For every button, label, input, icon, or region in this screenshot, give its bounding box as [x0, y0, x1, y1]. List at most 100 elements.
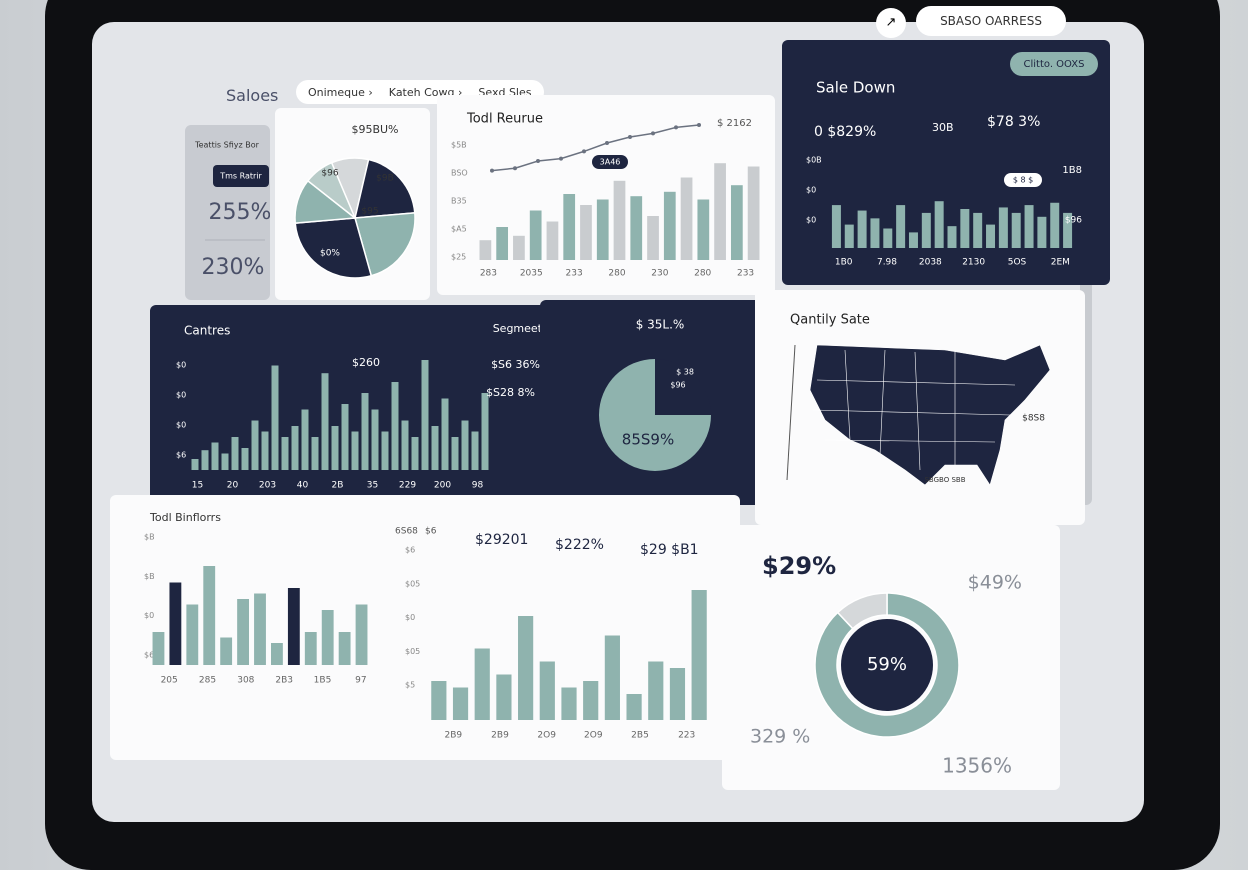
bar [441, 398, 449, 470]
bar [747, 166, 760, 260]
label: 2B3 [275, 676, 293, 686]
label: 2038 [919, 258, 942, 268]
kpi-button-label[interactable]: Tms Ratrir [219, 172, 262, 181]
line-point [490, 168, 494, 173]
bar [351, 431, 359, 470]
search-button[interactable]: SBASO OARRESS [916, 6, 1066, 36]
label: 2O9 [537, 731, 556, 741]
totals-stat: $222% [555, 537, 604, 553]
bar [1037, 216, 1047, 248]
label: $S28 8% [486, 386, 535, 399]
line-point [697, 123, 701, 127]
bar [461, 420, 469, 470]
segment-title: $ 35L.% [636, 318, 685, 332]
label: 2B5 [631, 731, 649, 741]
app-title: Saloes [226, 86, 279, 105]
totals-panel: Todl Binflorrs 6S68 $6 $29201 $222% $29 … [110, 495, 740, 760]
label: 2B9 [491, 731, 509, 741]
slice [354, 158, 416, 219]
bar [960, 209, 970, 248]
donut-stat: 1356% [942, 754, 1012, 778]
us-map[interactable] [809, 344, 1051, 486]
kpi-value: 230% [202, 255, 265, 280]
tab[interactable]: Onimeque › [308, 85, 373, 99]
label: 5OS [1008, 258, 1027, 268]
bar [411, 437, 419, 470]
sale-title: Sale Down [816, 79, 895, 97]
donut-stat: $49% [968, 572, 1022, 594]
label: 7.98 [877, 258, 897, 268]
sale-pill[interactable] [1010, 52, 1098, 76]
bar [1011, 212, 1021, 248]
bar [479, 240, 492, 260]
label: 20 [227, 481, 239, 491]
bar [191, 459, 199, 470]
slice [836, 592, 888, 630]
slice [354, 212, 416, 277]
bar [669, 668, 686, 720]
kpi-button[interactable] [213, 165, 269, 187]
donut-center [841, 619, 933, 711]
map-title: Qantily Sate [790, 313, 870, 328]
bar [691, 590, 707, 720]
line-label: $ 2162 [717, 118, 752, 129]
sale-pill-label[interactable]: Clitto. OOXS [1024, 59, 1085, 70]
centres-panel: Cantres Segmeet $0 $0 $0 $6 15 20 203 40 2B 35 229… [150, 305, 555, 503]
bar [474, 648, 490, 720]
donut-panel: $29% $49% 329 % 1356% 59% [722, 525, 1060, 790]
bar [431, 426, 439, 470]
line-point [674, 125, 678, 130]
label: 3A46 [600, 158, 621, 167]
bar [934, 201, 944, 248]
label: $0 [176, 361, 186, 370]
label: $05 [405, 579, 420, 588]
bar [1050, 202, 1060, 248]
slice [655, 359, 711, 415]
revenue-title: Todl Reurue [466, 112, 543, 127]
label: 1B8 [1062, 165, 1082, 176]
expand-button[interactable]: ↗ [876, 8, 906, 38]
label: 15 [192, 481, 203, 491]
bar [626, 694, 642, 720]
totals-title: Todl Binflorrs [149, 511, 221, 524]
label: B35 [451, 197, 467, 206]
bar [338, 632, 351, 665]
bar [583, 681, 599, 720]
line-point [628, 135, 632, 139]
line-point [582, 149, 586, 154]
pie-title: $95BU% [351, 123, 398, 136]
label: 230 [651, 269, 668, 279]
map-label: SBGBO SBB [924, 476, 965, 484]
label: $0 [176, 391, 186, 400]
bar [271, 365, 279, 470]
pie-panel: $95BU% $96 $9B $95 $0% [275, 108, 430, 300]
label: 40 [297, 481, 309, 491]
label: 223 [678, 731, 695, 741]
label: 98 [472, 481, 484, 491]
bar [870, 218, 880, 248]
bar [496, 674, 512, 720]
bar [647, 216, 659, 260]
label: 2O9 [584, 731, 603, 741]
bar [241, 448, 249, 470]
bar [254, 593, 266, 665]
label: 85S9% [622, 431, 674, 449]
bar [844, 224, 854, 248]
label: 233 [566, 269, 583, 279]
label: 97 [355, 676, 366, 686]
label: 1B5 [314, 676, 332, 686]
label: $0 [806, 186, 816, 195]
bar [908, 232, 918, 248]
map-scale [786, 344, 796, 481]
bar [697, 199, 710, 260]
label: $95 [361, 207, 378, 217]
bar [221, 453, 229, 470]
trend-line [491, 124, 700, 172]
bar [496, 227, 509, 260]
donut-stat: 329 % [750, 726, 810, 748]
bar [561, 687, 577, 720]
label: $5 [405, 681, 415, 690]
label: $S6 36% [491, 358, 540, 371]
bar [381, 431, 389, 470]
